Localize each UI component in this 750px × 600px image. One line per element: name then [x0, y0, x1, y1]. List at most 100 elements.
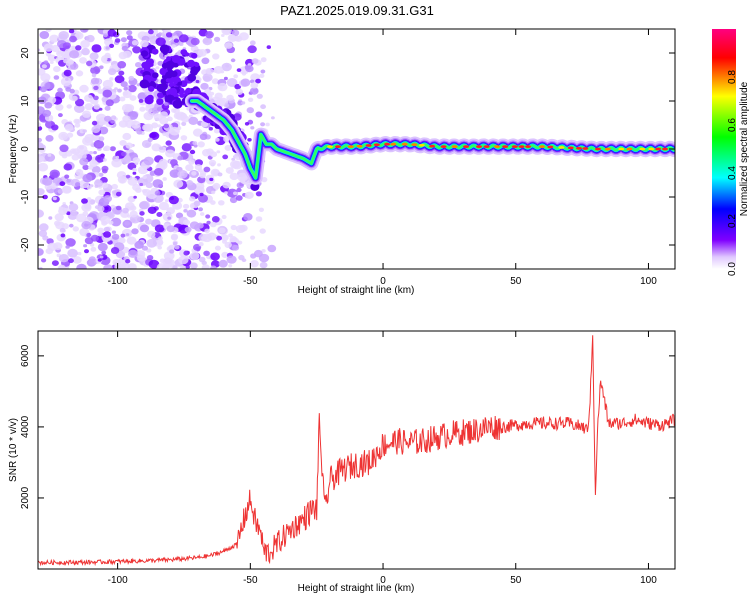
- noise-blob: [109, 43, 115, 49]
- noise-blob: [125, 142, 133, 149]
- noise-blob: [114, 87, 118, 91]
- noise-blob: [185, 164, 194, 172]
- noise-blob: [168, 244, 176, 252]
- noise-blob: [106, 58, 111, 62]
- noise-blob: [200, 236, 206, 240]
- noise-blob: [88, 151, 94, 155]
- noise-blob: [261, 249, 266, 253]
- noise-blob: [143, 111, 154, 121]
- noise-blob: [236, 187, 242, 193]
- noise-blob: [145, 218, 153, 225]
- noise-blob: [99, 65, 104, 69]
- noise-blob: [122, 207, 129, 214]
- noise-blob: [83, 149, 90, 155]
- noise-blob: [120, 233, 126, 238]
- signal-blob: [151, 48, 159, 55]
- noise-blob: [210, 252, 220, 261]
- noise-blob: [51, 185, 56, 190]
- noise-blob: [208, 159, 217, 166]
- noise-blob: [259, 73, 265, 79]
- noise-blob: [222, 154, 229, 160]
- noise-blob: [235, 195, 243, 201]
- signal-blob: [140, 50, 149, 57]
- noise-blob: [89, 243, 95, 247]
- noise-blob: [157, 60, 164, 66]
- noise-blob: [44, 102, 53, 109]
- noise-blob: [129, 205, 137, 211]
- noise-blob: [102, 89, 113, 98]
- noise-blob: [169, 169, 180, 178]
- noise-blob: [159, 117, 169, 125]
- noise-blob: [210, 265, 217, 269]
- noise-blob: [250, 253, 257, 259]
- noise-blob: [188, 159, 195, 165]
- snr-y-axis-label: SNR (10 * v/v): [8, 418, 19, 482]
- noise-blob: [59, 144, 69, 153]
- noise-blob: [53, 244, 59, 248]
- noise-blob: [218, 259, 228, 268]
- noise-blob: [156, 161, 168, 170]
- noise-blob: [156, 106, 163, 112]
- noise-blob: [55, 103, 64, 111]
- noise-blob: [90, 66, 101, 75]
- noise-blob: [79, 157, 89, 166]
- noise-blob: [243, 213, 253, 221]
- noise-blob: [127, 84, 137, 93]
- spectrogram-x-axis-label: Height of straight line (km): [298, 285, 415, 296]
- noise-blob: [82, 174, 93, 183]
- noise-blob: [47, 153, 52, 157]
- noise-blob: [69, 50, 80, 59]
- noise-blob: [165, 149, 175, 158]
- noise-blob: [105, 99, 114, 107]
- noise-blob: [59, 228, 66, 233]
- noise-blob: [184, 56, 190, 61]
- signal-blob: [187, 73, 197, 82]
- noise-blob: [40, 86, 47, 93]
- noise-blob: [194, 46, 199, 51]
- noise-blob: [93, 95, 99, 101]
- noise-blob: [159, 146, 164, 150]
- signal-blob: [177, 58, 186, 66]
- hot-spot: [502, 145, 509, 149]
- signal-blob: [170, 70, 178, 78]
- noise-blob: [73, 118, 80, 124]
- noise-blob: [131, 228, 139, 235]
- noise-blob: [177, 155, 184, 161]
- noise-blob: [247, 97, 254, 103]
- noise-blob: [105, 46, 110, 50]
- noise-blob: [86, 197, 92, 201]
- signal-blob: [141, 61, 150, 69]
- noise-blob: [91, 120, 98, 126]
- noise-blob: [189, 149, 196, 155]
- noise-blob: [222, 181, 231, 189]
- noise-blob: [194, 159, 203, 167]
- noise-blob: [93, 104, 101, 110]
- noise-blob: [82, 129, 87, 133]
- noise-blob: [83, 244, 88, 248]
- noise-blob: [114, 38, 121, 43]
- noise-blob: [68, 60, 74, 65]
- noise-blob: [119, 96, 126, 102]
- noise-blob: [64, 124, 74, 132]
- noise-blob: [200, 212, 205, 216]
- noise-blob: [91, 73, 97, 78]
- noise-blob: [221, 251, 229, 258]
- noise-blob: [218, 200, 225, 206]
- noise-blob: [103, 231, 112, 238]
- noise-blob: [255, 216, 263, 222]
- noise-blob: [103, 264, 113, 269]
- noise-blob: [249, 40, 256, 46]
- noise-blob: [205, 67, 214, 75]
- noise-blob: [38, 60, 42, 65]
- noise-blob: [199, 172, 206, 179]
- noise-blob: [115, 205, 122, 211]
- noise-blob: [38, 122, 41, 128]
- noise-blob: [198, 194, 208, 203]
- noise-blob: [149, 132, 157, 139]
- signal-blob: [148, 86, 155, 92]
- noise-blob: [62, 185, 72, 194]
- noise-blob: [266, 45, 271, 49]
- noise-blob: [183, 250, 190, 256]
- noise-blob: [42, 177, 53, 186]
